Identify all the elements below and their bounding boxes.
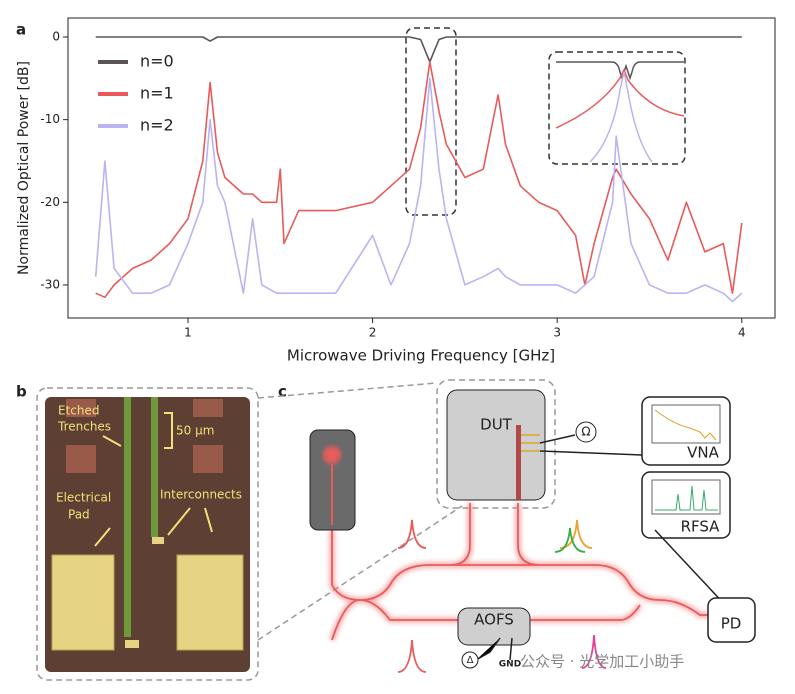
label: Pad — [68, 508, 90, 522]
source — [461, 651, 479, 669]
series-line — [94, 77, 743, 303]
series-line — [95, 36, 742, 63]
dut — [446, 389, 546, 501]
spectrum — [554, 527, 586, 553]
pad — [66, 399, 96, 417]
y-tick-label: -20 — [40, 195, 60, 209]
zoom-line — [257, 382, 463, 641]
grating-pad — [51, 554, 115, 651]
grating-pad — [176, 554, 244, 651]
inset-box — [548, 51, 686, 165]
panel-frame — [36, 387, 259, 681]
panel-label: a — [16, 21, 26, 39]
legend-label: n=2 — [140, 116, 174, 135]
pd-label: PD — [721, 615, 742, 633]
gnd-label: GND — [499, 660, 521, 670]
probe — [521, 434, 540, 452]
pad — [193, 399, 223, 417]
legend-label: n=0 — [140, 52, 174, 71]
y-tick-label: 0 — [52, 30, 60, 44]
rfsa-label: RFSA — [681, 518, 721, 536]
termination — [575, 421, 597, 443]
trace — [654, 409, 717, 441]
inset-curve — [556, 61, 684, 81]
screen — [651, 479, 721, 515]
inset-curve — [589, 71, 653, 163]
x-axis-label: Microwave Driving Frequency [GHz] — [287, 347, 555, 365]
x-tick-label: 4 — [738, 326, 746, 340]
panel-label: c — [278, 383, 287, 401]
label: Interconnects — [160, 488, 242, 502]
x-tick-label: 3 — [553, 326, 561, 340]
cable — [654, 529, 729, 609]
x-tick-label: 2 — [369, 326, 377, 340]
trace — [655, 485, 718, 511]
waveguide — [331, 503, 710, 673]
legend-label: n=1 — [140, 84, 174, 103]
interconnect — [152, 537, 164, 544]
trench — [124, 397, 131, 637]
series-line — [95, 61, 743, 299]
y-tick-label: -10 — [40, 112, 60, 126]
screen — [651, 404, 721, 444]
device — [516, 425, 521, 500]
watermark: 公众号 · 光学加工小助手 — [520, 653, 684, 671]
vna-label: VNA — [687, 444, 719, 462]
cable — [475, 637, 513, 661]
inset-curve — [555, 68, 685, 129]
y-tick-label: -30 — [40, 277, 60, 291]
dut-frame — [436, 379, 556, 509]
dut-label: DUT — [480, 416, 513, 434]
highlight-box — [405, 27, 457, 216]
label: Trenches — [57, 420, 111, 434]
spectrum — [581, 634, 607, 669]
x-tick-label: 1 — [184, 326, 192, 340]
aofs-label: AOFS — [474, 611, 514, 629]
delta-label: Δ — [467, 655, 474, 666]
y-axis-label: Normalized Optical Power [dB] — [16, 61, 32, 275]
pointer — [94, 435, 213, 547]
micrograph: Etched Trenches 50 μm Electrical Pad Int… — [36, 387, 259, 681]
panel-label: b — [16, 383, 27, 401]
spectrum — [559, 519, 593, 549]
laser-spot — [323, 446, 341, 464]
trench — [151, 397, 158, 537]
ohm-label: Ω — [581, 425, 590, 439]
setup: DUT Ω VNA RFSA AOFS PD Δ GND 公众号 · 光学加工小… — [257, 379, 756, 673]
interconnect — [125, 640, 139, 648]
scale-bar — [164, 412, 173, 449]
label: 50 μm — [176, 424, 214, 438]
plot-frame — [67, 17, 776, 319]
label: Electrical — [56, 491, 111, 505]
cable — [539, 434, 643, 456]
pd — [707, 597, 756, 643]
pad — [66, 445, 96, 473]
chart: Normalized Optical Power [dB] Microwave … — [16, 17, 776, 365]
pad — [193, 445, 223, 473]
label: Etched — [58, 404, 100, 418]
